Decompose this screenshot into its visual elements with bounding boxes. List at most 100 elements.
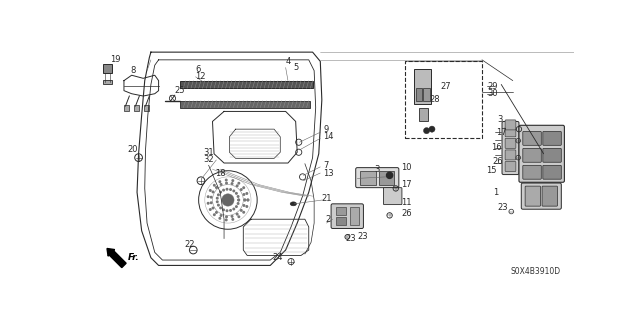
Circle shape [241, 210, 242, 211]
Circle shape [387, 172, 393, 178]
Text: 3: 3 [497, 115, 503, 124]
FancyBboxPatch shape [505, 120, 516, 130]
Circle shape [429, 126, 435, 132]
Circle shape [212, 207, 214, 209]
Text: 10: 10 [401, 163, 412, 172]
FancyBboxPatch shape [505, 150, 516, 160]
Ellipse shape [291, 202, 296, 206]
Circle shape [243, 187, 244, 189]
Text: 6: 6 [196, 64, 201, 74]
Text: 2: 2 [325, 215, 330, 224]
Text: 7: 7 [323, 161, 329, 170]
Text: 13: 13 [323, 168, 334, 178]
FancyBboxPatch shape [331, 204, 364, 228]
Circle shape [238, 199, 239, 201]
Circle shape [231, 183, 233, 184]
Circle shape [237, 196, 239, 197]
Text: 19: 19 [110, 55, 120, 63]
FancyBboxPatch shape [505, 127, 516, 137]
Circle shape [207, 196, 209, 197]
Bar [360, 171, 376, 185]
Circle shape [232, 219, 234, 220]
Circle shape [230, 189, 231, 190]
Bar [349, 207, 359, 226]
Circle shape [243, 205, 244, 206]
Circle shape [216, 212, 217, 213]
Circle shape [216, 187, 217, 188]
Circle shape [247, 199, 249, 201]
Circle shape [209, 190, 211, 191]
Circle shape [236, 185, 238, 187]
Text: 27: 27 [440, 82, 451, 91]
Text: 12: 12 [196, 72, 206, 81]
FancyBboxPatch shape [519, 125, 564, 182]
Circle shape [226, 216, 227, 218]
Circle shape [241, 189, 242, 190]
Circle shape [220, 184, 222, 185]
Text: 22: 22 [184, 240, 195, 249]
Text: 8: 8 [130, 66, 136, 75]
Circle shape [231, 216, 233, 217]
Text: 26: 26 [401, 209, 412, 218]
Bar [134, 105, 139, 111]
Text: 25: 25 [174, 86, 184, 95]
FancyBboxPatch shape [525, 186, 541, 206]
Circle shape [223, 189, 225, 191]
FancyBboxPatch shape [523, 131, 541, 145]
Circle shape [424, 128, 429, 134]
Circle shape [214, 184, 215, 186]
Circle shape [209, 209, 211, 210]
Circle shape [243, 194, 244, 195]
Circle shape [232, 180, 234, 181]
Bar [180, 81, 312, 88]
Text: 3: 3 [374, 165, 380, 174]
Bar [424, 87, 429, 101]
Text: 30: 30 [488, 89, 498, 98]
Text: 17: 17 [401, 180, 412, 189]
Circle shape [244, 199, 246, 201]
Text: 1: 1 [493, 188, 498, 197]
FancyArrow shape [107, 249, 126, 268]
Circle shape [237, 203, 239, 204]
FancyBboxPatch shape [383, 188, 402, 204]
Circle shape [212, 191, 214, 193]
Text: 29: 29 [488, 82, 498, 91]
Circle shape [244, 199, 246, 201]
Circle shape [243, 211, 244, 213]
Circle shape [220, 191, 221, 193]
Text: 23: 23 [346, 234, 356, 243]
Circle shape [219, 181, 221, 182]
FancyBboxPatch shape [543, 148, 561, 162]
Text: 5: 5 [293, 63, 299, 72]
Circle shape [225, 179, 227, 181]
Text: 21: 21 [321, 194, 332, 203]
Circle shape [218, 194, 219, 196]
Text: Fr.: Fr. [128, 253, 140, 262]
Circle shape [238, 216, 239, 218]
Circle shape [238, 199, 239, 201]
Text: 20: 20 [128, 145, 138, 154]
Text: 23: 23 [357, 233, 368, 241]
Bar [414, 69, 431, 104]
FancyBboxPatch shape [523, 148, 541, 162]
Circle shape [236, 213, 238, 215]
Circle shape [236, 193, 237, 194]
Text: 18: 18 [215, 168, 225, 178]
Bar [180, 101, 310, 108]
Bar [379, 171, 394, 185]
Bar [419, 108, 428, 122]
FancyBboxPatch shape [356, 168, 399, 188]
Text: 24: 24 [273, 253, 283, 262]
Circle shape [214, 214, 215, 215]
FancyBboxPatch shape [542, 186, 557, 206]
FancyBboxPatch shape [521, 183, 561, 209]
Text: 26: 26 [492, 157, 502, 166]
FancyBboxPatch shape [505, 161, 516, 172]
Circle shape [211, 197, 212, 198]
Circle shape [218, 204, 219, 206]
Text: 14: 14 [323, 132, 334, 141]
Text: 16: 16 [492, 143, 502, 152]
Circle shape [221, 194, 234, 206]
Text: 4: 4 [285, 57, 291, 66]
Text: 17: 17 [496, 128, 506, 137]
